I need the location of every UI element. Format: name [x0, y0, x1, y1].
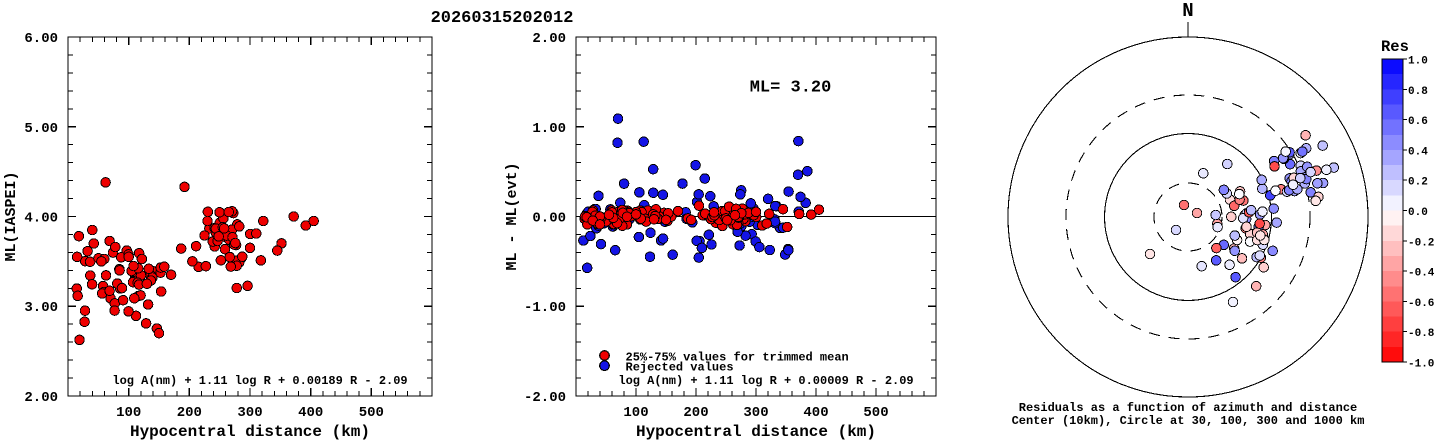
svg-text:0.4: 0.4: [1408, 146, 1428, 158]
svg-text:ML= 3.20: ML= 3.20: [750, 78, 832, 97]
svg-text:200: 200: [683, 405, 708, 421]
svg-text:0.8: 0.8: [1408, 86, 1428, 98]
svg-text:1.00: 1.00: [532, 121, 566, 137]
svg-text:-1.00: -1.00: [524, 300, 566, 316]
svg-text:300: 300: [743, 405, 768, 421]
svg-text:Center (10km), Circle at 30, 1: Center (10km), Circle at 30, 100, 300 an…: [1012, 414, 1365, 428]
svg-text:3.00: 3.00: [24, 300, 58, 316]
svg-text:4.00: 4.00: [24, 211, 58, 227]
svg-text:-0.4: -0.4: [1408, 268, 1435, 280]
svg-text:N: N: [1182, 0, 1193, 22]
svg-text:log A(nm) + 1.11 log R + 0.000: log A(nm) + 1.11 log R + 0.00009 R - 2.0…: [618, 374, 913, 388]
svg-text:400: 400: [803, 405, 828, 421]
svg-text:500: 500: [863, 405, 888, 421]
svg-text:-0.8: -0.8: [1408, 328, 1435, 340]
svg-text:0.6: 0.6: [1408, 116, 1428, 128]
svg-text:0.2: 0.2: [1408, 177, 1428, 189]
svg-text:Rejected values: Rejected values: [626, 361, 734, 375]
svg-text:100: 100: [116, 405, 141, 421]
svg-text:Residuals as a function of azi: Residuals as a function of azimuth and d…: [1019, 401, 1357, 415]
svg-text:Hypocentral distance (km): Hypocentral distance (km): [636, 423, 876, 441]
svg-text:-0.2: -0.2: [1408, 237, 1434, 249]
svg-text:-2.00: -2.00: [524, 390, 566, 406]
svg-text:0.00: 0.00: [532, 211, 566, 227]
svg-text:2.00: 2.00: [532, 31, 566, 47]
svg-text:2.00: 2.00: [24, 390, 58, 406]
svg-text:500: 500: [359, 405, 384, 421]
svg-text:400: 400: [298, 405, 323, 421]
svg-text:100: 100: [623, 405, 648, 421]
svg-text:ML - ML(evt): ML - ML(evt): [504, 162, 521, 270]
svg-text:-0.6: -0.6: [1408, 298, 1434, 310]
svg-text:ML(IASPEI): ML(IASPEI): [3, 171, 20, 261]
svg-text:1.0: 1.0: [1408, 56, 1428, 68]
svg-text:20260315202012: 20260315202012: [431, 9, 574, 28]
svg-text:300: 300: [237, 405, 262, 421]
svg-text:-1.0: -1.0: [1408, 359, 1434, 371]
svg-text:Hypocentral distance (km): Hypocentral distance (km): [130, 423, 370, 441]
svg-text:log A(nm) + 1.11 log R + 0.001: log A(nm) + 1.11 log R + 0.00189 R - 2.0…: [112, 374, 407, 388]
svg-text:Res: Res: [1381, 38, 1409, 56]
svg-text:200: 200: [177, 405, 202, 421]
svg-text:0.0: 0.0: [1408, 207, 1428, 219]
svg-text:5.00: 5.00: [24, 121, 58, 137]
svg-text:6.00: 6.00: [24, 31, 58, 47]
